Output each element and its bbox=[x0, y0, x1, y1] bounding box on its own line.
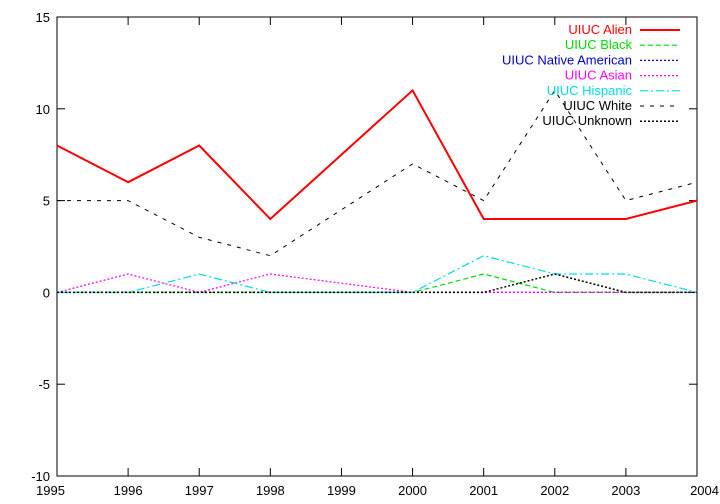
y-tick-label: 15 bbox=[36, 10, 50, 25]
x-tick-label: 1997 bbox=[185, 483, 214, 498]
series-line-uiuc-hispanic bbox=[57, 255, 698, 293]
plot-frame bbox=[56, 16, 698, 477]
legend-label: UIUC Unknown bbox=[542, 113, 632, 128]
legend-label: UIUC White bbox=[563, 98, 632, 113]
x-tick-label: 1996 bbox=[114, 483, 143, 498]
series-line-uiuc-unknown bbox=[57, 273, 697, 294]
legend-label: UIUC Asian bbox=[565, 68, 632, 83]
legend-label: UIUC Native American bbox=[502, 52, 632, 67]
y-tick-label: 10 bbox=[36, 102, 50, 117]
y-tick-label: -10 bbox=[31, 469, 50, 484]
series-line-uiuc-alien bbox=[56, 88, 698, 221]
x-tick-label: 1999 bbox=[327, 483, 356, 498]
series-line-uiuc-asian bbox=[56, 273, 697, 294]
legend-label: UIUC Hispanic bbox=[547, 83, 633, 98]
chart-marks: -10 -5 0 5 10 15 1995 1996 1997 1998 1999 2000 2001 2… bbox=[31, 10, 719, 498]
x-tick-label: 2004 bbox=[690, 483, 719, 498]
x-tick-label: 1998 bbox=[256, 483, 285, 498]
series-layer bbox=[56, 88, 698, 294]
x-tick-label: 2000 bbox=[398, 483, 427, 498]
y-tick-label: -5 bbox=[38, 377, 50, 392]
x-tick-label: 2003 bbox=[611, 483, 640, 498]
x-tick-label: 2002 bbox=[540, 483, 569, 498]
series-line-uiuc-black bbox=[57, 273, 697, 293]
legend-label: UIUC Black bbox=[565, 37, 633, 52]
legend-label: UIUC Alien bbox=[568, 22, 632, 37]
x-tick-label: 2001 bbox=[469, 483, 498, 498]
x-tick-label: 1995 bbox=[36, 483, 65, 498]
series-line-uiuc-white bbox=[57, 89, 698, 257]
y-tick-label: 5 bbox=[43, 194, 50, 209]
y-tick-label: 0 bbox=[43, 285, 50, 300]
